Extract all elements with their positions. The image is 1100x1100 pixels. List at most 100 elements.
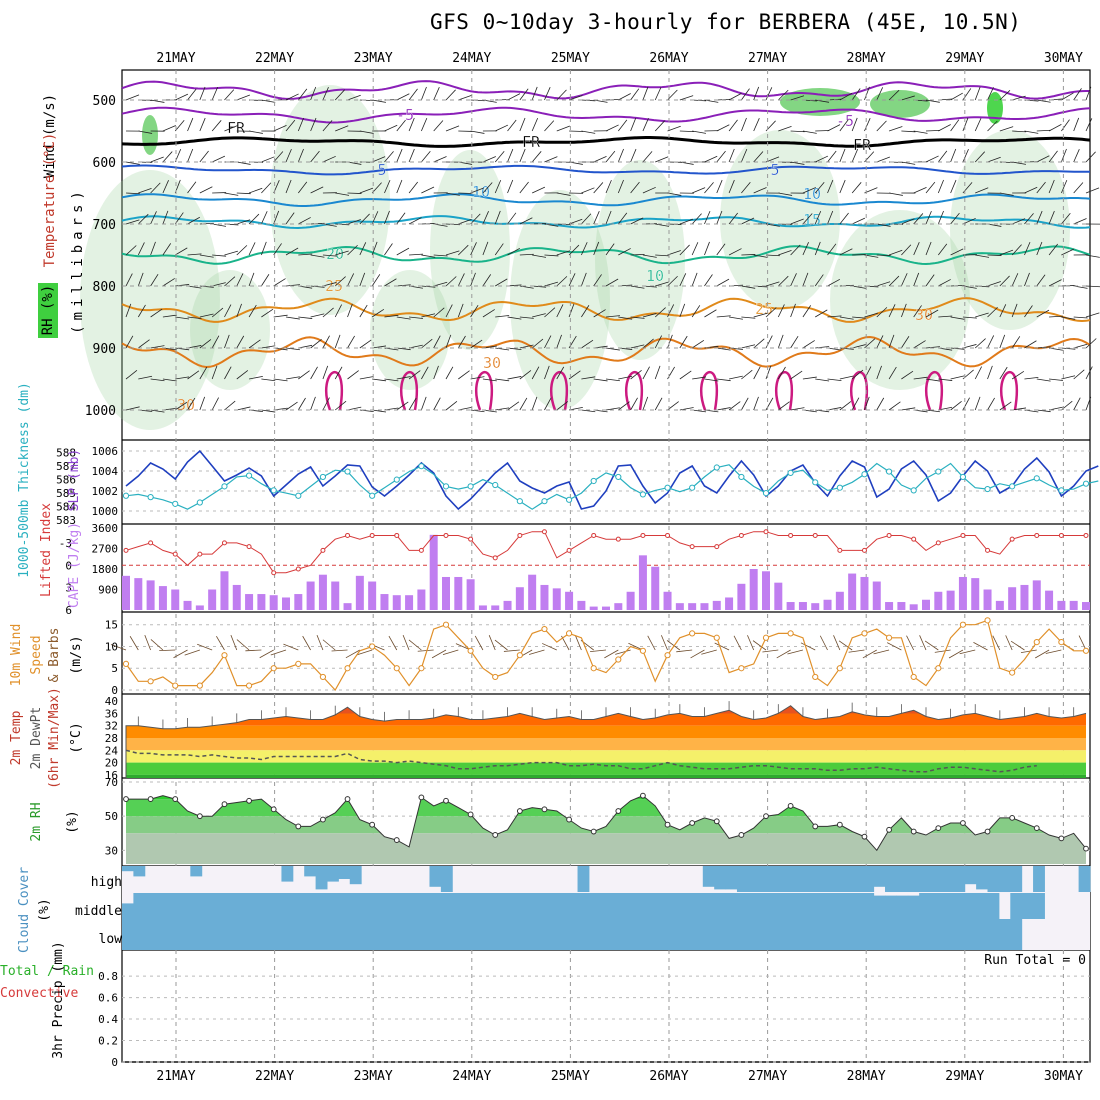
cape-bar	[909, 604, 918, 610]
cloud-low-bar	[691, 919, 704, 950]
wind-barb	[839, 316, 854, 320]
cloud-middle-bar	[657, 893, 670, 919]
cloud-high-bar	[998, 866, 1011, 892]
wind-barb	[667, 89, 678, 101]
wind-barb	[285, 347, 300, 351]
wind-barb	[987, 87, 994, 101]
wind-barb	[851, 117, 858, 132]
wind-barb	[310, 186, 324, 194]
cloud-middle-bar	[680, 893, 692, 919]
cloud-low-bar	[793, 919, 806, 950]
cloud-high-bar	[714, 866, 727, 890]
wind10m-speed-line-point	[836, 665, 843, 672]
wind-barb	[790, 370, 803, 380]
wind10m-barb	[800, 642, 816, 651]
cloud-middle-bar	[213, 893, 225, 919]
wind-barb	[199, 186, 213, 194]
wind-barb	[765, 156, 780, 163]
temp2m-label-a: 2m Temp	[9, 710, 24, 765]
wind10m-barb	[714, 642, 730, 651]
wind-barb	[568, 303, 575, 318]
cape-bar	[577, 600, 586, 610]
precip-tick: 0.6	[98, 992, 118, 1005]
cloud-middle-bar	[440, 893, 453, 919]
wind-barb	[741, 285, 756, 289]
upper-temp-label: Temperature (°C)	[42, 133, 58, 268]
wind-barb	[445, 125, 460, 132]
rh-shading	[987, 92, 1003, 124]
cloud-low-bar	[258, 919, 271, 950]
wind-barb	[519, 253, 534, 256]
wind-barb	[199, 150, 209, 163]
cloud-middle-bar	[839, 893, 852, 919]
wind-barb	[445, 304, 453, 318]
wind-barb	[334, 89, 346, 101]
thickness-line-point	[1009, 483, 1016, 490]
cloud-low-bar	[281, 919, 294, 950]
wind-barb	[162, 314, 177, 318]
wind-barb	[815, 378, 830, 382]
date-label-bottom: 25MAY	[551, 1069, 590, 1084]
wind-barb	[138, 213, 149, 225]
wind-barb	[285, 119, 296, 132]
cloud-high-bar	[885, 866, 897, 892]
cloud-high-bar	[1010, 866, 1023, 892]
wind-barb	[999, 304, 1007, 318]
cape-bar	[503, 600, 512, 610]
wind-barb	[371, 182, 382, 194]
date-label-bottom: 23MAY	[354, 1069, 393, 1084]
wind-barb	[1073, 369, 1085, 380]
cloud-low-bar	[429, 919, 442, 950]
cloud-middle-bar	[486, 893, 499, 919]
wind-barb	[433, 307, 445, 318]
wind-barb	[975, 187, 989, 194]
wind-barb	[162, 180, 169, 194]
wind10m-barb	[345, 649, 361, 659]
wind-barb	[790, 244, 801, 256]
cloud-low-bar	[418, 919, 430, 950]
wind10m-barb	[129, 636, 139, 651]
wind-barb	[187, 181, 197, 194]
thickness-line	[125, 462, 1099, 510]
wind-barb	[901, 336, 910, 349]
cloud-middle-bar	[497, 893, 510, 919]
wind-barb	[581, 305, 590, 318]
cloud-middle-bar	[793, 893, 806, 919]
cloud-high-bar	[702, 866, 715, 887]
wind-barb	[691, 242, 699, 256]
wind-barb	[1085, 312, 1100, 318]
wind10m-label-a: 10m Wind	[9, 624, 24, 687]
contour-label: 30	[483, 354, 501, 372]
cloud-low-bar	[531, 919, 544, 950]
temp-contour-minus10	[121, 80, 1090, 100]
wind-barb	[482, 378, 497, 382]
cape-bar	[257, 594, 266, 610]
wind-barb	[199, 339, 212, 349]
cloud-low-bar	[361, 919, 374, 950]
date-label-top: 23MAY	[354, 51, 393, 66]
contour-label: -5	[396, 106, 414, 124]
wind10m-barb	[1045, 649, 1062, 654]
cloud-low-bar	[907, 919, 920, 950]
wind-barb	[704, 309, 717, 318]
wind-barb	[876, 307, 888, 318]
wind10m-barb	[887, 642, 902, 651]
wind10m-barb	[676, 649, 693, 653]
wind-barb	[617, 212, 628, 225]
wind-barb	[814, 182, 825, 194]
wind-barb	[285, 401, 298, 411]
wind-barb	[211, 155, 226, 163]
wind-barb	[224, 192, 239, 196]
wind-barb	[396, 376, 411, 380]
wind-barb	[815, 309, 828, 318]
wind-barb	[236, 406, 251, 411]
wind-barb	[581, 339, 594, 349]
wind-barb	[457, 303, 464, 318]
cape-bar	[245, 594, 254, 610]
cloud-middle-bar	[805, 893, 818, 919]
wind-barb	[876, 87, 884, 101]
wind-barb	[839, 92, 853, 101]
wind-barb	[433, 156, 447, 163]
wind-barb	[556, 125, 571, 132]
cloud-high-bar	[349, 866, 362, 885]
